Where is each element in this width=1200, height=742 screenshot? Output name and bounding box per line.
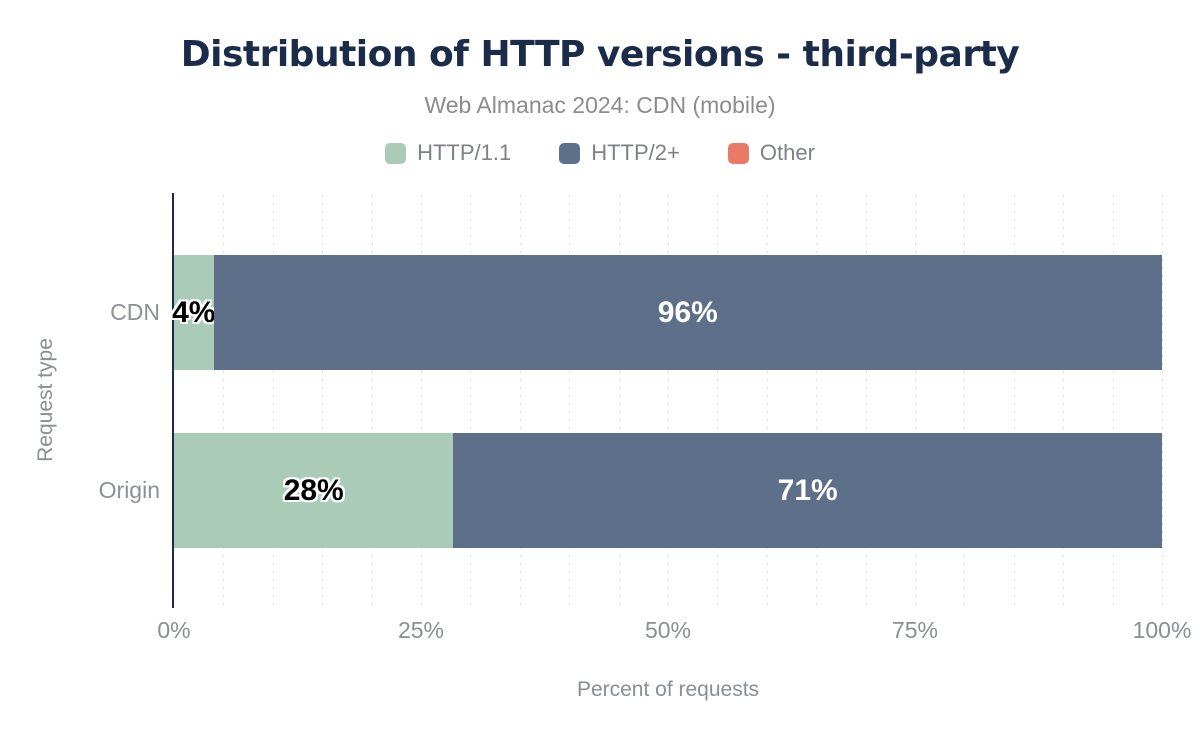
- x-axis-title: Percent of requests: [576, 678, 760, 701]
- legend-swatch-http-2: [559, 142, 581, 164]
- gridline: [223, 195, 225, 608]
- gridline: [964, 195, 966, 608]
- chart-subtitle: Web Almanac 2024: CDN (mobile): [424, 92, 776, 118]
- bar-segment-cdn-http-2[interactable]: 96%: [213, 255, 1162, 370]
- bar-segment-origin-http-1-1[interactable]: 28%: [174, 433, 454, 548]
- gridline: [865, 195, 867, 608]
- gridline: [766, 195, 768, 608]
- x-tick-0: 0%: [157, 617, 191, 643]
- gridline: [519, 195, 521, 608]
- gridline: [569, 195, 571, 608]
- gridline: [470, 195, 472, 608]
- gridline: [668, 195, 669, 608]
- x-tick-50: 50%: [644, 617, 692, 643]
- gridline: [618, 195, 620, 608]
- legend-swatch-http-1-1: [385, 142, 407, 164]
- x-tick-100: 100%: [1132, 617, 1192, 643]
- bar-row-cdn: 4% 96%: [172, 255, 1162, 370]
- bar-segment-cdn-http-1-1[interactable]: 4%: [172, 255, 215, 370]
- y-axis-title: Request type: [34, 338, 57, 462]
- legend-item-http-1-1[interactable]: HTTP/1.1: [385, 140, 511, 166]
- gridline: [371, 195, 373, 608]
- gridline: [272, 195, 274, 608]
- legend-swatch-other: [727, 142, 749, 164]
- gridline: [717, 195, 719, 608]
- x-tick-25: 25%: [397, 617, 445, 643]
- gridline: [915, 195, 916, 608]
- gridline: [1063, 195, 1065, 608]
- legend-item-http-2[interactable]: HTTP/2+: [559, 140, 680, 166]
- category-label-origin: Origin: [98, 477, 160, 503]
- gridline: [1112, 195, 1114, 608]
- legend: HTTP/1.1 HTTP/2+ Other: [0, 140, 1200, 166]
- plot-area: 4% 96% 28% 71%: [172, 193, 1163, 608]
- x-tick-75: 75%: [891, 617, 939, 643]
- gridline: [816, 195, 818, 608]
- legend-item-other[interactable]: Other: [727, 140, 815, 166]
- category-label-cdn: CDN: [110, 299, 160, 325]
- chart-title: Distribution of HTTP versions - third-pa…: [180, 34, 1020, 75]
- gridline: [1162, 195, 1163, 608]
- bar-segment-origin-http-2[interactable]: 71%: [453, 433, 1162, 548]
- legend-label: HTTP/2+: [591, 140, 680, 165]
- gridline: [1013, 195, 1015, 608]
- bar-row-origin: 28% 71%: [174, 433, 1162, 548]
- legend-label: Other: [759, 140, 815, 165]
- gridline: [322, 195, 324, 608]
- y-axis-line: [172, 193, 174, 608]
- gridline: [421, 195, 422, 608]
- legend-label: HTTP/1.1: [417, 140, 512, 165]
